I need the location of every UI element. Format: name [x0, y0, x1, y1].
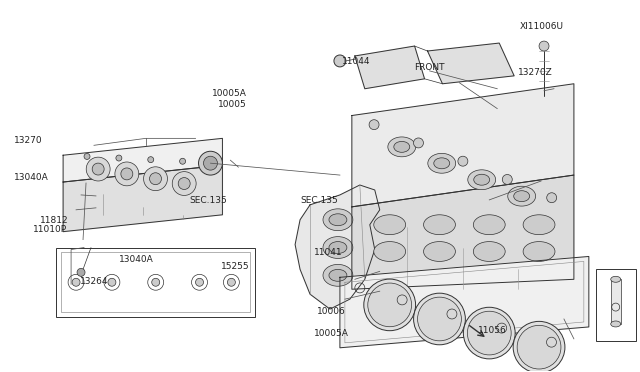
- Circle shape: [86, 157, 110, 181]
- Ellipse shape: [611, 276, 621, 282]
- Circle shape: [115, 162, 139, 186]
- Circle shape: [198, 151, 223, 175]
- Circle shape: [463, 307, 515, 359]
- Bar: [56, 247, 255, 317]
- Circle shape: [92, 163, 104, 175]
- Circle shape: [413, 293, 465, 345]
- Circle shape: [150, 173, 161, 185]
- Circle shape: [196, 278, 204, 286]
- Circle shape: [547, 193, 557, 203]
- Polygon shape: [428, 43, 514, 84]
- Bar: [596, 269, 636, 341]
- Circle shape: [413, 138, 424, 148]
- Ellipse shape: [374, 215, 406, 235]
- Ellipse shape: [468, 170, 495, 190]
- Text: SEC.135: SEC.135: [189, 196, 227, 205]
- Text: FRONT: FRONT: [414, 63, 445, 72]
- Circle shape: [77, 268, 85, 276]
- Circle shape: [458, 156, 468, 166]
- Polygon shape: [63, 138, 223, 182]
- Text: 13264: 13264: [79, 278, 108, 286]
- Ellipse shape: [474, 174, 490, 185]
- Text: 15255: 15255: [221, 262, 250, 271]
- Circle shape: [334, 55, 346, 67]
- Ellipse shape: [329, 269, 347, 281]
- Circle shape: [121, 168, 133, 180]
- Text: SEC.135: SEC.135: [300, 196, 338, 205]
- Ellipse shape: [474, 241, 505, 262]
- Circle shape: [172, 171, 196, 195]
- Circle shape: [116, 155, 122, 161]
- Ellipse shape: [323, 237, 353, 259]
- Circle shape: [417, 297, 461, 341]
- Ellipse shape: [508, 186, 536, 206]
- Ellipse shape: [323, 264, 353, 286]
- Polygon shape: [295, 185, 380, 309]
- Circle shape: [467, 311, 511, 355]
- Text: 11041: 11041: [314, 248, 342, 257]
- Ellipse shape: [424, 215, 456, 235]
- Circle shape: [513, 321, 565, 372]
- Bar: [611, 279, 621, 324]
- Circle shape: [84, 154, 90, 160]
- Text: 11044: 11044: [342, 57, 371, 66]
- Circle shape: [152, 278, 160, 286]
- Circle shape: [368, 283, 412, 327]
- Circle shape: [180, 158, 186, 164]
- Ellipse shape: [611, 321, 621, 327]
- Circle shape: [539, 41, 549, 51]
- Text: 10005: 10005: [218, 100, 247, 109]
- Text: 13270: 13270: [14, 137, 43, 145]
- Bar: [61, 253, 250, 312]
- Polygon shape: [63, 165, 223, 232]
- Circle shape: [108, 278, 116, 286]
- Circle shape: [369, 120, 379, 129]
- Ellipse shape: [374, 241, 406, 262]
- Ellipse shape: [523, 241, 555, 262]
- Text: 11056: 11056: [478, 326, 507, 335]
- Ellipse shape: [323, 209, 353, 231]
- Circle shape: [148, 157, 154, 163]
- Circle shape: [204, 160, 209, 166]
- Ellipse shape: [424, 241, 456, 262]
- Circle shape: [143, 167, 168, 190]
- Polygon shape: [355, 46, 424, 89]
- Text: 13040A: 13040A: [119, 255, 154, 264]
- Ellipse shape: [523, 215, 555, 235]
- Circle shape: [227, 278, 236, 286]
- Ellipse shape: [388, 137, 416, 157]
- Circle shape: [204, 156, 218, 170]
- Text: 10005A: 10005A: [314, 329, 349, 338]
- Circle shape: [502, 174, 512, 185]
- Text: 10005A: 10005A: [212, 89, 246, 98]
- Ellipse shape: [428, 153, 456, 173]
- Ellipse shape: [329, 214, 347, 226]
- Text: 11010P: 11010P: [33, 225, 67, 234]
- Polygon shape: [352, 175, 574, 289]
- Ellipse shape: [474, 215, 505, 235]
- Circle shape: [72, 278, 80, 286]
- Text: XI11006U: XI11006U: [520, 22, 564, 31]
- Circle shape: [364, 279, 415, 331]
- Text: 11812: 11812: [40, 216, 68, 225]
- Ellipse shape: [329, 241, 347, 253]
- Circle shape: [178, 177, 190, 189]
- Text: 13270Z: 13270Z: [518, 68, 553, 77]
- Ellipse shape: [514, 191, 530, 202]
- Text: 13040A: 13040A: [14, 173, 49, 182]
- Circle shape: [517, 326, 561, 369]
- Polygon shape: [340, 256, 589, 348]
- Polygon shape: [352, 84, 574, 207]
- Ellipse shape: [394, 141, 410, 152]
- Ellipse shape: [434, 158, 450, 169]
- Text: 10006: 10006: [317, 307, 346, 316]
